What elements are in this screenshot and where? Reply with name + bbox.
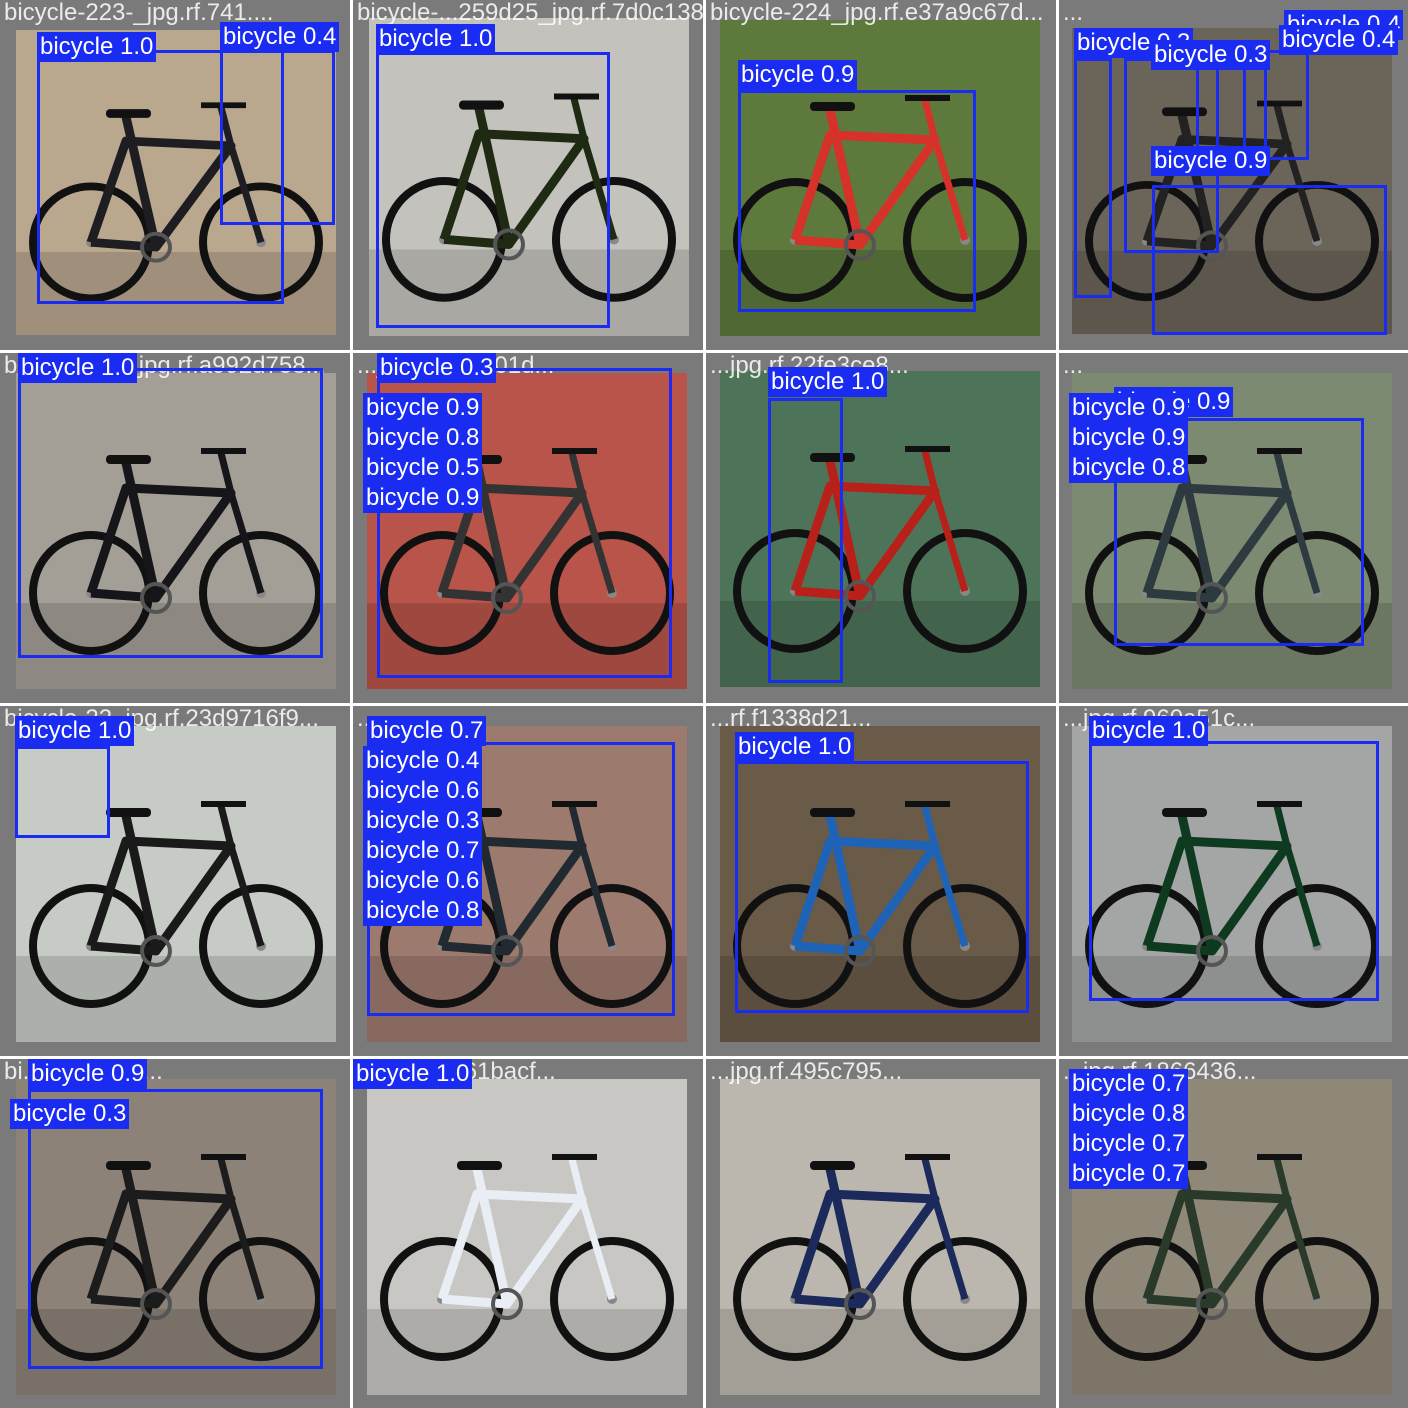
detection-label: bicycle 1.0 — [15, 716, 135, 746]
filename-caption: bicycle-...259d25_jpg.rf.7d0c1387b7... — [357, 0, 703, 26]
detection-label: bicycle 0.9 — [1151, 146, 1271, 176]
detection-label: bicycle 0.8 — [363, 423, 483, 453]
detection-label: bicycle 0.4 — [1279, 25, 1399, 55]
detection-label: bicycle 0.6 — [363, 776, 483, 806]
detection-label: bicycle 0.7 — [1069, 1069, 1189, 1099]
bicycle-photo — [16, 1079, 336, 1395]
photo-area — [720, 726, 1040, 1042]
detection-label: bicycle 0.8 — [363, 896, 483, 926]
detection-label: bicycle 1.0 — [37, 32, 157, 62]
detection-box — [376, 52, 610, 328]
detection-box — [15, 746, 110, 838]
detection-box — [28, 1089, 323, 1369]
photo-area — [369, 18, 689, 336]
mosaic-tile: ...jpg.rf.495c795... — [706, 1059, 1056, 1408]
detection-box — [738, 90, 976, 312]
bicycle-photo — [16, 726, 336, 1042]
detection-label: bicycle 0.3 — [363, 806, 483, 836]
detection-label: bicycle 0.3 — [377, 353, 497, 383]
detection-box — [1114, 418, 1364, 646]
detection-box — [377, 368, 672, 678]
bicycle-photo — [720, 726, 1040, 1042]
filename-caption: ...jpg.rf.495c795... — [710, 1059, 903, 1085]
photo-area — [367, 1079, 687, 1395]
detection-box — [1089, 741, 1379, 1001]
bicycle-photo — [16, 373, 336, 689]
detection-box — [220, 50, 335, 225]
mosaic-tile: bicycle-22_jpg.rf.23d9716f9... bicycle 1.… — [0, 706, 350, 1056]
detection-label: bicycle 1.0 — [376, 24, 496, 54]
detection-label: bicycle 0.6 — [363, 866, 483, 896]
bicycle-photo — [367, 1079, 687, 1395]
detection-box — [1152, 185, 1387, 335]
detection-label: bicycle 1.0 — [353, 1059, 473, 1089]
detection-label: bicycle 1.0 — [1089, 716, 1209, 746]
bicycle-photo — [720, 371, 1040, 687]
filename-caption: ... — [1063, 353, 1084, 379]
detection-label: bicycle 1.0 — [18, 353, 138, 383]
mosaic-tile: bicycle-224_jpg.rf.e37a9c67d...bicycle 0… — [706, 0, 1056, 350]
mosaic-tile: ...rf.f1338d21... bicycle 1.0 — [706, 706, 1056, 1056]
detection-label: bicycle 0.7 — [363, 836, 483, 866]
detection-box — [37, 50, 284, 304]
detection-label: bicycle 0.8 — [1069, 453, 1189, 483]
detection-label: bicycle 0.5 — [363, 453, 483, 483]
detection-label: bicycle 0.4 — [220, 22, 340, 52]
bicycle-photo — [720, 1079, 1040, 1395]
photo-area — [16, 1079, 336, 1395]
mosaic-tile: bicycle-223-_jpg.rf.741....bicycle 1.0 bi… — [0, 0, 350, 350]
detection-label: bicycle 0.9 — [363, 483, 483, 513]
photo-area — [367, 373, 687, 689]
detection-label: bicycle 0.7 — [367, 716, 487, 746]
detection-label: bicycle 0.9 — [1069, 423, 1189, 453]
detection-label: bicycle 0.3 — [10, 1099, 130, 1129]
photo-area — [16, 373, 336, 689]
mosaic-tile: bicycle-...259d25_jpg.rf.7d0c1387b7...bi… — [353, 0, 703, 350]
bicycle-photo — [367, 373, 687, 689]
mosaic-tile: ...jpg.rf.960a51c...bicycle 1.0 — [1059, 706, 1408, 1056]
photo-area — [720, 1079, 1040, 1395]
bicycle-photo — [369, 18, 689, 336]
detection-box — [1264, 50, 1309, 160]
filename-caption: ... — [1063, 0, 1084, 26]
detection-label: bicycle 0.9 — [363, 393, 483, 423]
detection-label: bicycle 0.9 — [28, 1059, 148, 1089]
mosaic-tile: ...jpg.rf.5361bacf...bicycle 1.0 — [353, 1059, 703, 1408]
detection-box — [768, 398, 843, 683]
photo-area — [720, 371, 1040, 687]
detection-label: bicycle 0.9 — [738, 60, 858, 90]
detection-label: bicycle 0.9 — [1069, 393, 1189, 423]
detection-label: bicycle 0.3 — [1151, 40, 1271, 70]
detection-box — [735, 761, 1029, 1013]
detection-label: bicycle 0.8 — [1069, 1099, 1189, 1129]
detection-label: bicycle 1.0 — [768, 367, 888, 397]
detection-box — [1074, 58, 1112, 298]
detection-label: bicycle 0.7 — [1069, 1129, 1189, 1159]
mosaic-tile: ...jpg.rf.6cdfc01d...bicycle 0.3bicycle … — [353, 353, 703, 703]
filename-caption: bicycle-223-_jpg.rf.741.... — [4, 0, 274, 26]
filename-caption: ...rf.f1338d21... — [710, 706, 872, 732]
mosaic-tile: bicycle-221_jpg.rf.a992d758... bicycle 1.… — [0, 353, 350, 703]
mosaic-tile: ...jpg.rf.22fe3ce8... bicycle 1.0 — [706, 353, 1056, 703]
photo-area — [16, 726, 336, 1042]
filename-caption: bicycle-224_jpg.rf.e37a9c67d... — [710, 0, 1044, 26]
detection-label: bicycle 0.7 — [1069, 1159, 1189, 1189]
detection-label: bicycle 1.0 — [735, 732, 855, 762]
detection-label: bicycle 0.4 — [363, 746, 483, 776]
detection-box — [18, 368, 323, 658]
